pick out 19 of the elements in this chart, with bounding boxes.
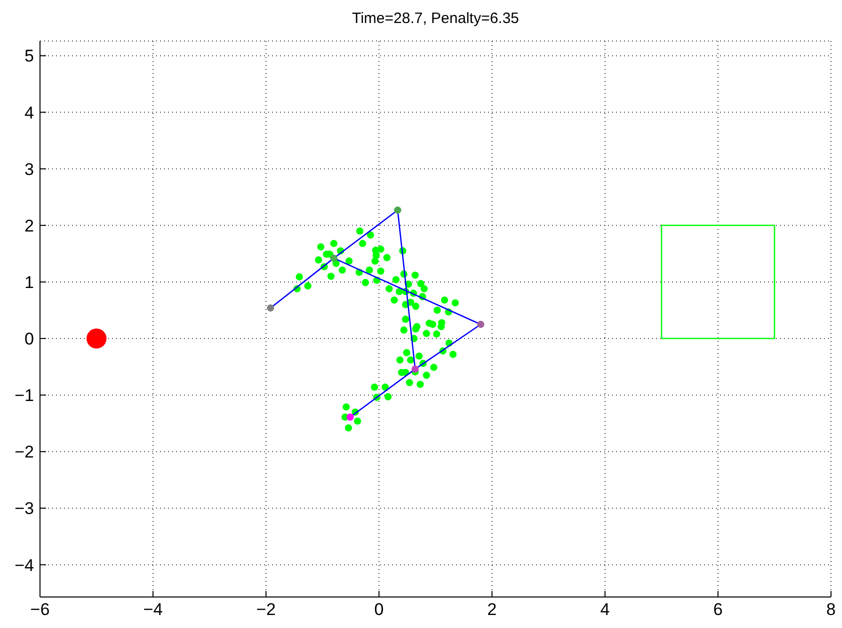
x-tick-label: −6 bbox=[30, 600, 50, 620]
x-tick-label: −4 bbox=[143, 600, 163, 620]
x-tick-label: 6 bbox=[713, 600, 723, 620]
y-tick-label: 2 bbox=[24, 216, 34, 236]
y-tick-label: 0 bbox=[24, 330, 34, 349]
y-tick-label: 5 bbox=[24, 46, 34, 66]
y-tick-label: 4 bbox=[24, 103, 34, 122]
y-tick-label: 1 bbox=[24, 272, 34, 292]
y-tick-label: −3 bbox=[14, 499, 34, 518]
x-tick-label: 4 bbox=[600, 600, 610, 620]
y-tick-label: 3 bbox=[24, 160, 34, 179]
y-tick-label: −2 bbox=[14, 442, 34, 462]
chart-title: Time=28.7, Penalty=6.35 bbox=[350, 10, 520, 27]
x-tick-label: 8 bbox=[826, 600, 836, 620]
x-tick-label: −2 bbox=[256, 600, 276, 620]
x-tick-label: 0 bbox=[374, 600, 384, 620]
y-tick-label: −1 bbox=[14, 386, 34, 406]
y-tick-label: −4 bbox=[14, 556, 34, 575]
x-tick-label: 2 bbox=[487, 600, 497, 620]
